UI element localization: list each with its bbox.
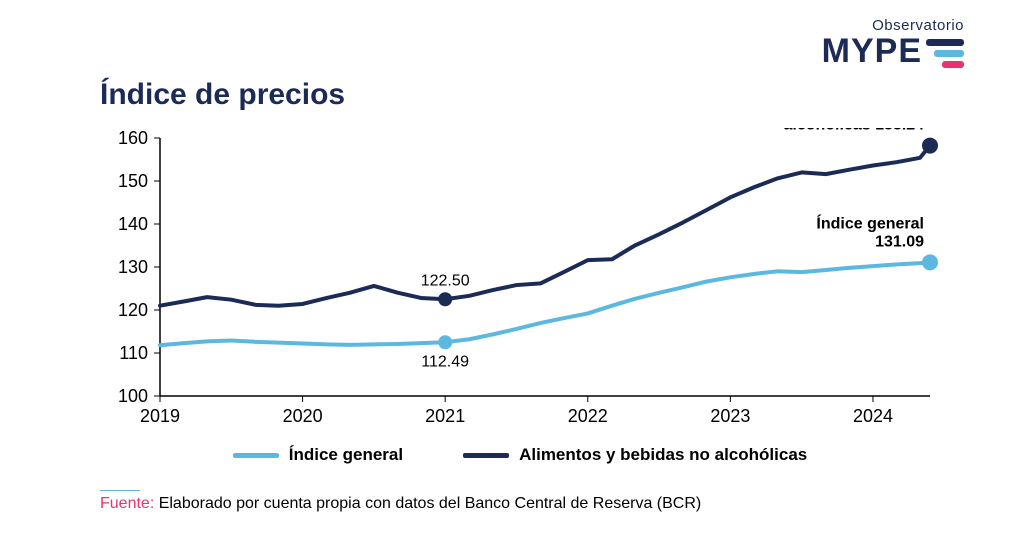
logo-bar — [942, 61, 964, 68]
source-text: Elaborado por cuenta propia con datos de… — [159, 495, 702, 512]
end-annotation-line: Índice general — [816, 213, 924, 232]
logo-bar — [934, 50, 964, 57]
logo-top-text: Observatorio — [822, 18, 964, 33]
legend-label: Alimentos y bebidas no alcohólicas — [519, 445, 807, 465]
marker — [438, 335, 452, 349]
y-tick-label: 140 — [118, 214, 148, 234]
end-annotation-line: 131.09 — [875, 233, 924, 250]
y-tick-label: 150 — [118, 171, 148, 191]
y-tick-label: 120 — [118, 300, 148, 320]
x-tick-label: 2022 — [568, 406, 608, 426]
logo-bars — [926, 39, 964, 68]
source-prefix: Fuente: — [100, 495, 159, 512]
y-tick-label: 160 — [118, 128, 148, 148]
end-marker — [922, 138, 938, 154]
x-tick-label: 2019 — [140, 406, 180, 426]
end-marker — [922, 254, 938, 270]
logo: Observatorio MYPE — [822, 18, 964, 68]
legend-label: Índice general — [289, 445, 403, 465]
chart: 100 110 120 130 140 150 160 2019 2020 2021 2022 202… — [100, 128, 940, 428]
source-rule — [100, 490, 140, 491]
y-tick-label: 100 — [118, 386, 148, 406]
chart-svg: 100 110 120 130 140 150 160 2019 2020 2021 2022 202… — [100, 128, 940, 428]
logo-bar — [926, 39, 964, 46]
chart-title: Índice de precios — [100, 78, 345, 112]
marker-label: 112.49 — [421, 353, 469, 370]
x-tick-label: 2020 — [283, 406, 323, 426]
legend-item: Índice general — [233, 445, 403, 465]
marker — [438, 292, 452, 306]
x-tick-label: 2024 — [853, 406, 893, 426]
end-annotation-line: alcohólicas 158.24 — [783, 128, 924, 134]
legend-swatch — [463, 453, 509, 458]
x-tick-label: 2021 — [425, 406, 465, 426]
legend: Índice general Alimentos y bebidas no alc… — [100, 445, 940, 465]
source: Fuente: Elaborado por cuenta propia con … — [100, 490, 701, 513]
y-tick-label: 130 — [118, 257, 148, 277]
y-tick-label: 110 — [119, 343, 148, 363]
series-line-1 — [160, 146, 930, 306]
logo-bottom-text: MYPE — [822, 34, 922, 68]
x-tick-label: 2023 — [710, 406, 750, 426]
legend-swatch — [233, 453, 279, 458]
legend-item: Alimentos y bebidas no alcohólicas — [463, 445, 807, 465]
marker-label: 122.50 — [421, 272, 470, 289]
